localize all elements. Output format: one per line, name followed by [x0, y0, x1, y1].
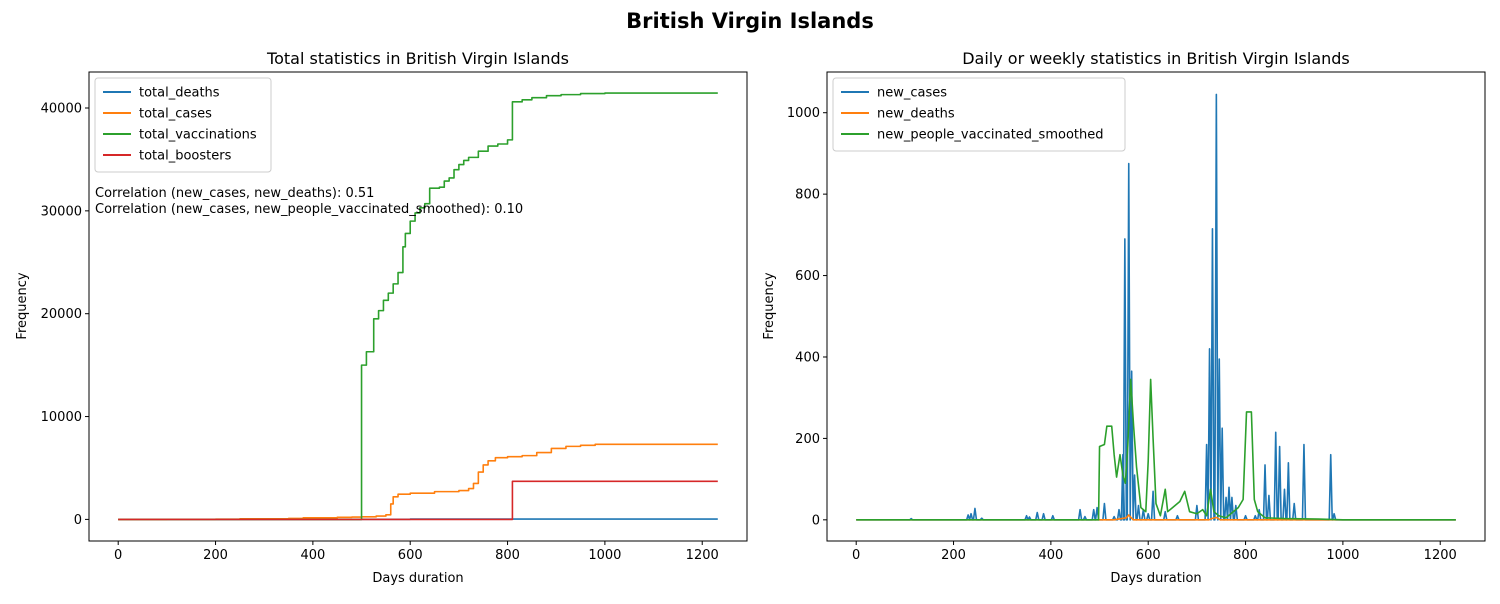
legend: total_deaths total_cases total_vaccination…: [95, 78, 271, 172]
y-tick-label: 400: [795, 350, 820, 365]
y-tick-label: 200: [795, 432, 820, 447]
x-tick-label: 600: [398, 548, 423, 563]
total-statistics-chart: Total statistics in British Virgin Islan…: [15, 49, 747, 586]
legend: new_cases new_deaths new_people_vaccinated…: [833, 78, 1125, 151]
chart-title: Total statistics in British Virgin Islan…: [266, 49, 569, 68]
x-tick-label: 800: [1233, 548, 1258, 563]
y-tick-label: 0: [812, 513, 820, 528]
y-ticks: 0 10000 20000 30000 40000: [41, 101, 89, 527]
y-tick-label: 800: [795, 188, 820, 203]
y-axis-label: Frequency: [762, 272, 777, 339]
y-axis-label: Frequency: [15, 272, 30, 339]
y-tick-label: 20000: [41, 307, 82, 322]
x-tick-label: 200: [941, 548, 966, 563]
x-tick-label: 1200: [1424, 548, 1457, 563]
chart-title: Daily or weekly statistics in British Vi…: [962, 49, 1350, 68]
x-tick-label: 200: [203, 548, 228, 563]
x-tick-label: 0: [114, 548, 122, 563]
legend-label: new_deaths: [877, 107, 955, 122]
y-tick-label: 600: [795, 269, 820, 284]
x-tick-label: 1200: [686, 548, 719, 563]
legend-label: total_boosters: [139, 149, 232, 164]
legend-label: total_vaccinations: [139, 128, 257, 143]
figure-suptitle: British Virgin Islands: [626, 9, 874, 33]
x-tick-label: 800: [495, 548, 520, 563]
x-tick-label: 1000: [1326, 548, 1359, 563]
legend-label: total_cases: [139, 107, 212, 122]
y-tick-label: 30000: [41, 204, 82, 219]
x-tick-label: 400: [300, 548, 325, 563]
y-tick-label: 0: [74, 513, 82, 528]
x-ticks: 0 200 400 600 800 1000 1200: [852, 541, 1457, 563]
x-axis-label: Days duration: [372, 571, 463, 586]
y-tick-label: 10000: [41, 410, 82, 425]
legend-label: total_deaths: [139, 86, 220, 101]
y-tick-label: 1000: [787, 106, 820, 121]
x-axis-label: Days duration: [1110, 571, 1201, 586]
x-tick-label: 600: [1136, 548, 1161, 563]
y-tick-label: 40000: [41, 101, 82, 116]
x-tick-label: 400: [1038, 548, 1063, 563]
correlation-annotation-1: Correlation (new_cases, new_deaths): 0.5…: [95, 186, 374, 201]
x-tick-label: 0: [852, 548, 860, 563]
legend-label: new_cases: [877, 86, 947, 101]
daily-statistics-chart: Daily or weekly statistics in British Vi…: [762, 49, 1485, 586]
x-ticks: 0 200 400 600 800 1000 1200: [114, 541, 719, 563]
legend-label: new_people_vaccinated_smoothed: [877, 128, 1103, 143]
y-ticks: 0 200 400 600 800 1000: [787, 106, 827, 528]
x-tick-label: 1000: [588, 548, 621, 563]
correlation-annotation-2: Correlation (new_cases, new_people_vacci…: [95, 202, 523, 217]
